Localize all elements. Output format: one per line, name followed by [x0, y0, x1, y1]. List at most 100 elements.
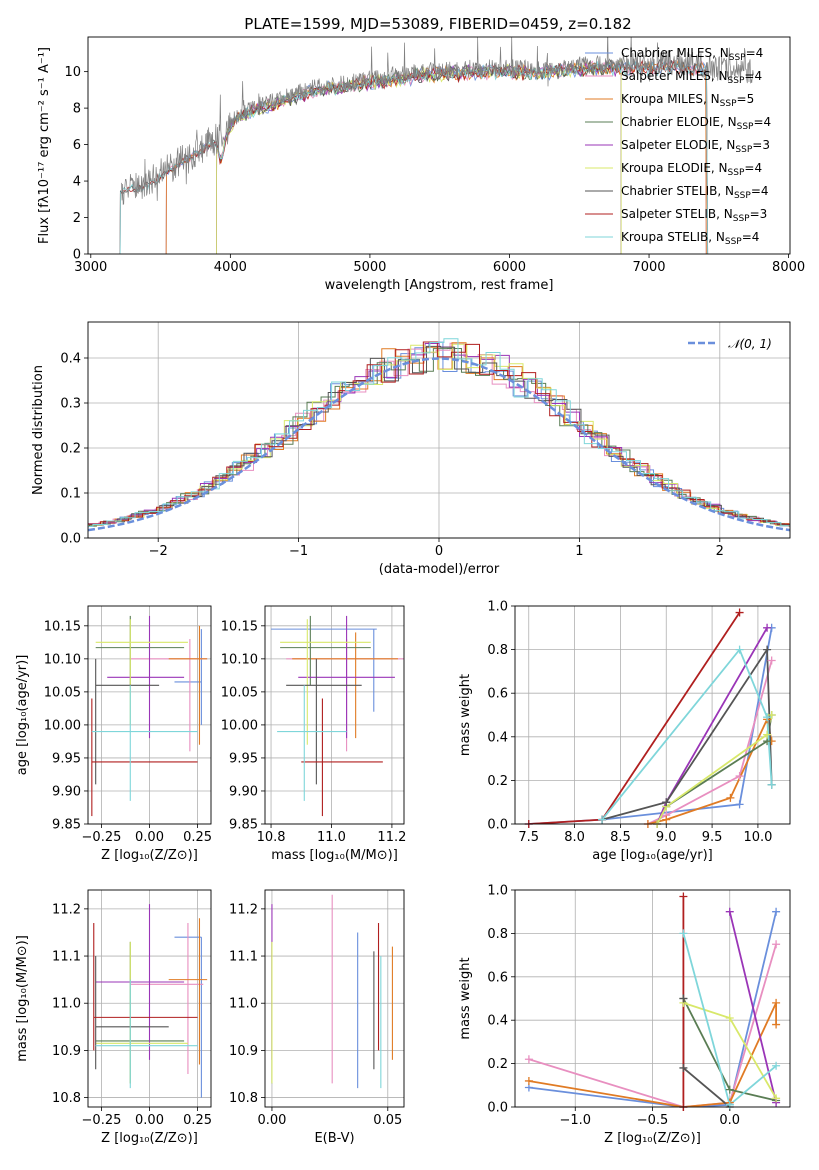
y-tick-label: 10.00 [44, 718, 81, 733]
x-tick-label: −0.25 [82, 830, 122, 845]
x-tick-label: −1 [289, 544, 308, 559]
y-tick-label: 10.10 [221, 652, 258, 667]
y-tick-label: 0.0 [487, 818, 508, 833]
x-axis-label: Z [log₁₀(Z/Z⊙)] [101, 848, 198, 863]
mass-weight-line [528, 627, 773, 824]
panel-mass_vs_ebv: 0.00 0.05 10.8 10.9 11.0 11.1 11.2 E(B-V) [229, 889, 405, 1146]
axes-frame [87, 36, 791, 255]
y-tick-label: 9.85 [229, 818, 258, 833]
x-axis-label: E(B-V) [314, 1131, 354, 1146]
x-axis-label: wavelength [Angstrom, rest frame] [325, 278, 554, 293]
y-tick-label: 9.95 [52, 751, 81, 766]
panel-mass_weight_vs_Z: −1.0 −0.5 0.0 0.0 0.2 0.4 0.6 0.8 1.0 Z [log₁₀(Z/… [458, 884, 791, 1146]
model-spectrum-line [215, 58, 622, 254]
histogram-step-line [88, 345, 790, 527]
y-tick-label: 0.3 [60, 397, 81, 412]
y-tick-label: 11.0 [52, 997, 81, 1012]
x-axis-label: age [log₁₀(age/yr)] [592, 848, 713, 863]
model-spectrum-line [215, 61, 622, 254]
x-tick-label: 7000 [632, 260, 665, 275]
mass-weight-marker [725, 907, 734, 916]
y-tick-label: 0.0 [60, 532, 81, 547]
histogram-step-line [88, 341, 790, 527]
panel-age_vs_Z: −0.25 0.00 0.25 9.85 9.90 9.95 10.00 10.05 10.10… [15, 605, 212, 863]
mass-weight-marker [679, 929, 688, 938]
model-spectrum-line [119, 59, 709, 254]
x-tick-label: 11.2 [377, 830, 406, 845]
mass-weight-marker [772, 998, 781, 1007]
y-tick-label: 0.6 [487, 687, 508, 702]
y-tick-label: 9.90 [52, 784, 81, 799]
y-tick-label: 11.2 [52, 902, 81, 917]
y-tick-label: 9.95 [229, 751, 258, 766]
y-tick-label: 0.2 [487, 774, 508, 789]
axes-frame [87, 321, 791, 539]
y-tick-label: 0.4 [487, 1014, 508, 1029]
mass-weight-marker [524, 1055, 533, 1064]
figure-title: PLATE=1599, MJD=53089, FIBERID=0459, z=0… [244, 15, 631, 33]
mass-weight-marker [679, 1063, 688, 1072]
mass-weight-marker [679, 892, 688, 901]
x-tick-label: −1.0 [559, 1113, 591, 1128]
mass-weight-marker [725, 1085, 734, 1094]
model-spectrum-line [165, 60, 707, 254]
y-tick-label: 10.8 [229, 1091, 258, 1106]
mass-weight-marker [598, 815, 607, 824]
y-tick-label: 0.8 [487, 643, 508, 658]
plot-area-mass_weight_vs_age [528, 612, 773, 824]
mass-weight-marker [763, 645, 772, 654]
y-tick-label: 0.6 [487, 970, 508, 985]
mass-weight-marker [772, 1061, 781, 1070]
mass-weight-line [647, 660, 773, 824]
x-tick-label: 1 [575, 544, 583, 559]
mass-weight-marker [679, 994, 688, 1003]
mass-weight-marker [772, 940, 781, 949]
mass-weight-marker [767, 656, 776, 665]
legend-entry: Chabrier STELIB, NSSP=4 [621, 184, 769, 201]
y-tick-label: 0.0 [487, 1101, 508, 1116]
plot-area-mass_vs_Z [93, 904, 208, 1098]
axes-frame [264, 605, 405, 825]
legend-entry: Salpeter MILES, NSSP=4 [621, 69, 762, 86]
y-tick-label: 10.15 [221, 619, 258, 634]
mass-weight-marker [772, 1020, 781, 1029]
y-tick-label: 0.8 [487, 927, 508, 942]
y-tick-label: 10.10 [44, 652, 81, 667]
plot-area-spectrum [119, 37, 754, 254]
mass-weight-marker [767, 780, 776, 789]
y-tick-label: 11.0 [229, 997, 258, 1012]
x-tick-label: −0.5 [637, 1113, 669, 1128]
observed-spectrum-line [121, 37, 754, 205]
mass-weight-marker [767, 711, 776, 719]
plot-area-mass_vs_ebv [271, 894, 393, 1089]
x-tick-label: 11.0 [317, 830, 346, 845]
y-tick-label: 10.05 [221, 685, 258, 700]
mass-weight-marker [662, 815, 671, 824]
x-tick-label: 10.8 [257, 830, 286, 845]
mass-weight-line [601, 647, 773, 821]
legend-entry: 𝒩(0, 1) [728, 337, 772, 351]
y-tick-label: 6 [73, 138, 81, 153]
mass-weight-marker [662, 798, 671, 807]
mass-weight-marker [725, 1014, 734, 1023]
x-axis-label: mass [log₁₀(M/M⊙)] [271, 848, 398, 863]
x-tick-label: 0.00 [135, 830, 164, 845]
x-tick-label: 0.25 [183, 1113, 212, 1128]
legend: Chabrier MILES, NSSP=4 Salpeter MILES, NS… [585, 46, 771, 247]
y-tick-label: 8 [73, 102, 81, 117]
y-tick-label: 2 [73, 211, 81, 226]
histogram-step-line [88, 338, 790, 528]
legend-entry: Chabrier ELODIE, NSSP=4 [621, 115, 771, 132]
y-axis-label: age [log₁₀(age/yr)] [15, 655, 30, 776]
y-axis-label: Flux [fλ10⁻¹⁷ erg cm⁻² s⁻¹ A⁻¹] [37, 47, 52, 244]
x-tick-label: 9.5 [702, 830, 723, 845]
y-tick-label: 1.0 [487, 600, 508, 615]
mass-weight-line [728, 911, 777, 1103]
legend-entry: Chabrier MILES, NSSP=4 [621, 46, 763, 63]
x-tick-label: 0 [435, 544, 443, 559]
mass-weight-marker [763, 623, 772, 632]
panel-age_vs_mass: 10.8 11.0 11.2 9.85 9.90 9.95 10.00 10.05 10.10 1… [221, 605, 406, 863]
mass-weight-marker [735, 645, 744, 654]
legend-entry: Salpeter STELIB, NSSP=3 [621, 207, 767, 224]
